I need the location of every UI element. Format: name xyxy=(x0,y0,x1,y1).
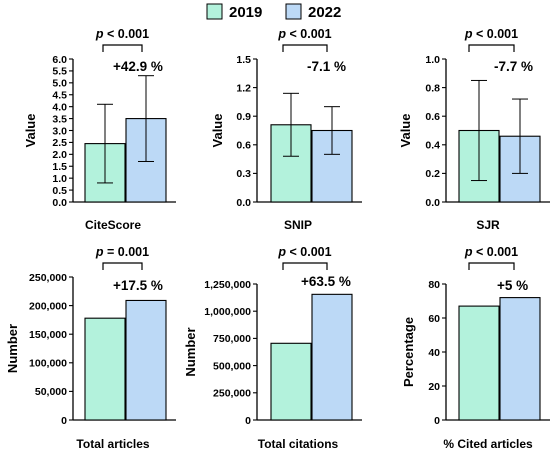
y-tick-label: 1.2 xyxy=(236,82,251,94)
significance-bracket xyxy=(468,44,515,52)
significance-label: p < 0.001 xyxy=(277,245,331,259)
y-tick-label: 80 xyxy=(428,279,440,291)
percent-change-label: +17.5 % xyxy=(113,278,163,293)
y-tick-label: 0.6 xyxy=(236,140,251,152)
y-tick-label: 0.0 xyxy=(425,197,440,209)
y-tick-label: 60 xyxy=(428,313,440,325)
y-tick-label: 100,000 xyxy=(29,358,67,370)
bar-2022 xyxy=(499,297,541,421)
y-tick-label: 500,000 xyxy=(213,360,251,372)
y-tick-label: 0.5 xyxy=(52,185,67,197)
significance-bracket xyxy=(102,44,143,52)
x-category-label: % Cited articles xyxy=(443,437,533,451)
chart-panels: 0.00.51.01.52.02.53.03.54.04.55.05.56.0p… xyxy=(5,27,550,451)
y-tick-label: 0.0 xyxy=(52,197,67,209)
significance-bracket xyxy=(282,44,328,52)
legend-swatch-2022 xyxy=(285,3,302,20)
y-tick-label: 4.0 xyxy=(52,101,67,113)
y-axis-title: Value xyxy=(23,114,38,148)
significance-bracket xyxy=(468,262,515,270)
legend-label-2019: 2019 xyxy=(229,4,262,21)
bar-2019 xyxy=(84,317,126,421)
legend-label-2022: 2022 xyxy=(308,4,341,21)
y-tick-label: 0.0 xyxy=(236,197,251,209)
y-axis-title: Value xyxy=(398,114,413,148)
y-tick-label: 0 xyxy=(245,415,251,427)
percent-change-label: +5 % xyxy=(497,278,528,293)
significance-label: p < 0.001 xyxy=(95,27,149,41)
y-tick-label: 40 xyxy=(428,347,440,359)
significance-label: p = 0.001 xyxy=(95,245,149,259)
chart-panel-1: 0.00.51.01.52.02.53.03.54.04.55.05.56.0 p… xyxy=(23,27,176,232)
y-tick-label: 150,000 xyxy=(29,329,67,341)
y-tick-label: 1.0 xyxy=(425,54,440,66)
y-tick-label: 0 xyxy=(434,415,440,427)
x-category-label: SJR xyxy=(476,218,500,232)
x-category-label: Total citations xyxy=(258,437,339,451)
y-tick-label: 1.0 xyxy=(52,173,67,185)
chart-panel-6: 0 20 40 60 80 p < 0.001 +5 % Percentage % Cited … xyxy=(401,245,550,451)
chart-panel-2: 0.0 0.3 0.6 0.9 1.2 1.5 p < 0.001 -7.1 % Value SN… xyxy=(210,27,362,232)
y-tick-label: 250,000 xyxy=(29,272,67,284)
significance-bracket xyxy=(102,262,143,270)
chart-panel-3: 0.0 0.2 0.4 0.6 0.8 1.0 p < 0.001 -7.7 % Value SJ… xyxy=(398,27,550,232)
y-tick-label: 1.5 xyxy=(52,161,67,173)
y-tick-label: 20 xyxy=(428,381,440,393)
y-tick-label: 2.0 xyxy=(52,149,67,161)
y-tick-label: 250,000 xyxy=(213,388,251,400)
percent-change-label: +63.5 % xyxy=(301,274,351,289)
y-axis-title: Percentage xyxy=(401,317,416,387)
y-tick-label: 50,000 xyxy=(35,386,67,398)
chart-panel-5: 0 250,000 500,000 750,000 1,000,000 1,250,000… xyxy=(183,245,362,451)
y-tick-label: 6.0 xyxy=(52,54,67,66)
y-tick-label: 750,000 xyxy=(213,333,251,345)
y-tick-label: 1,250,000 xyxy=(204,279,251,291)
significance-label: p < 0.001 xyxy=(464,245,518,259)
y-tick-label: 3.5 xyxy=(52,113,67,125)
significance-label: p < 0.001 xyxy=(277,27,331,41)
y-axis-title: Value xyxy=(210,114,225,148)
significance-label: p < 0.001 xyxy=(464,27,518,41)
bar-2022 xyxy=(125,299,167,421)
y-tick-label: 0.4 xyxy=(425,140,440,152)
significance-bracket xyxy=(282,262,328,270)
y-tick-label: 200,000 xyxy=(29,300,67,312)
bar-2019 xyxy=(458,305,500,421)
y-tick-label: 5.5 xyxy=(52,66,67,78)
legend: 2019 2022 xyxy=(206,3,341,21)
legend-swatch-2019 xyxy=(206,3,223,20)
y-tick-label: 0.2 xyxy=(425,168,440,180)
y-tick-label: 0 xyxy=(61,415,67,427)
percent-change-label: -7.7 % xyxy=(494,59,533,74)
y-tick-label: 1.5 xyxy=(236,54,251,66)
x-category-label: Total articles xyxy=(76,437,149,451)
y-axis-title: Number xyxy=(183,327,198,376)
y-tick-label: 0.6 xyxy=(425,111,440,123)
y-tick-label: 2.5 xyxy=(52,137,67,149)
y-tick-label: 3.0 xyxy=(52,125,67,137)
y-tick-label: 1,000,000 xyxy=(204,306,251,318)
y-tick-label: 0.9 xyxy=(236,111,251,123)
y-tick-label: 0.8 xyxy=(425,82,440,94)
percent-change-label: -7.1 % xyxy=(307,59,346,74)
y-tick-label: 5.0 xyxy=(52,78,67,90)
bar-2022 xyxy=(311,293,353,421)
percent-change-label: +42.9 % xyxy=(113,59,163,74)
y-tick-label: 0.3 xyxy=(236,168,251,180)
bar-2019 xyxy=(270,342,312,421)
chart-panel-4: 0 50,000 100,000 150,000 200,000 250,000 p = 0… xyxy=(5,245,176,451)
x-category-label: SNIP xyxy=(284,218,312,232)
x-category-label: CiteScore xyxy=(85,218,141,232)
y-tick-label: 4.5 xyxy=(52,90,67,102)
y-axis-title: Number xyxy=(5,324,20,373)
